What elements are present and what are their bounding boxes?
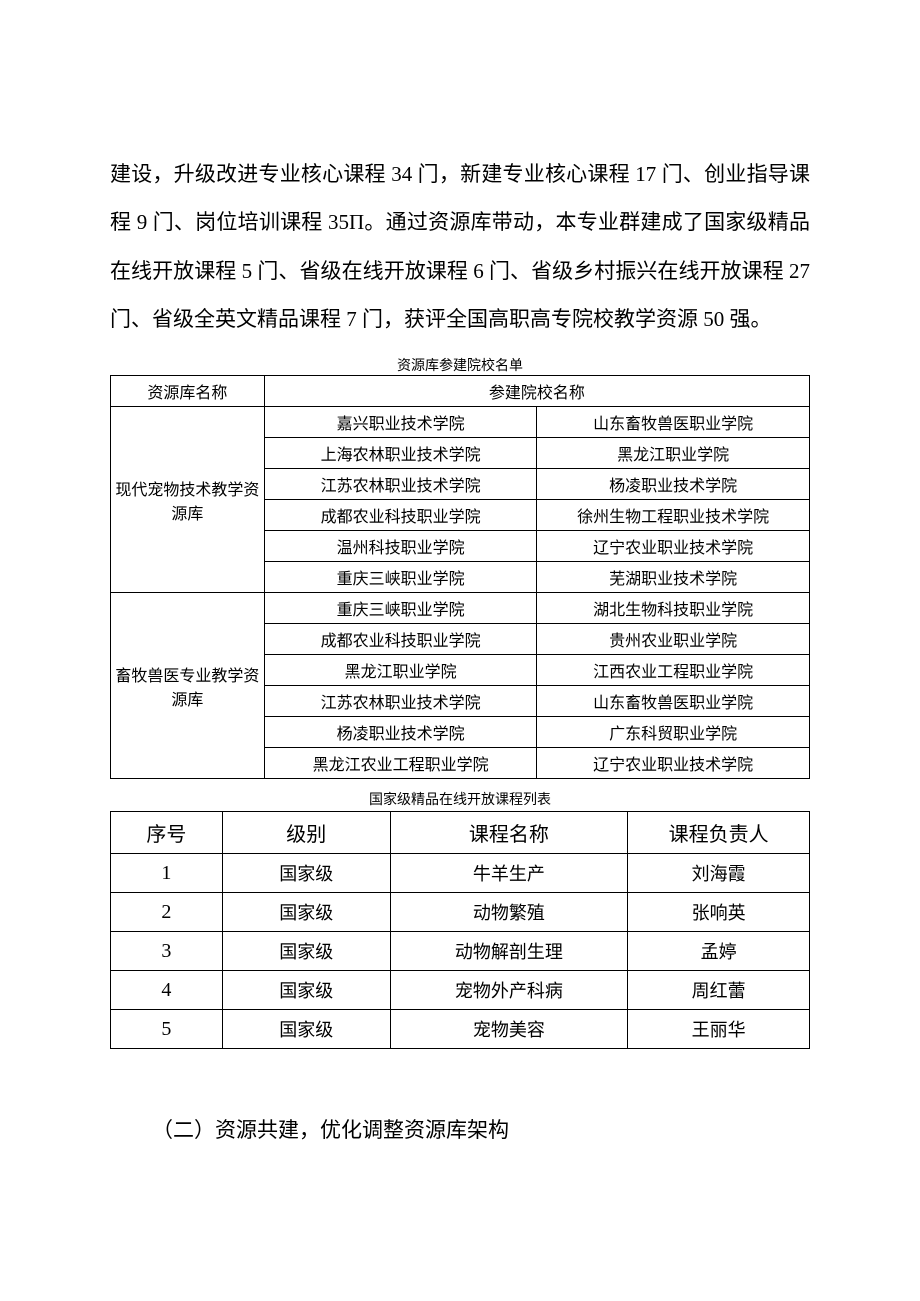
course-cell: 宠物美容 bbox=[390, 1010, 628, 1049]
person-cell: 张响英 bbox=[628, 893, 810, 932]
institution-cell: 辽宁农业职业技术学院 bbox=[537, 748, 810, 779]
person-cell: 刘海霞 bbox=[628, 854, 810, 893]
person-cell: 王丽华 bbox=[628, 1010, 810, 1049]
institution-cell: 重庆三峡职业学院 bbox=[264, 593, 537, 624]
section-heading: （二）资源共建，优化调整资源库架构 bbox=[110, 1109, 810, 1151]
table-row: 3 国家级 动物解剖生理 孟婷 bbox=[111, 932, 810, 971]
seq-cell: 3 bbox=[111, 932, 223, 971]
level-cell: 国家级 bbox=[222, 854, 390, 893]
table-header-row: 资源库名称 参建院校名称 bbox=[111, 376, 810, 407]
institution-cell: 杨凌职业技术学院 bbox=[537, 469, 810, 500]
course-cell: 宠物外产科病 bbox=[390, 971, 628, 1010]
table-row: 2 国家级 动物繁殖 张响英 bbox=[111, 893, 810, 932]
institution-cell: 黑龙江职业学院 bbox=[537, 438, 810, 469]
course-cell: 牛羊生产 bbox=[390, 854, 628, 893]
level-cell: 国家级 bbox=[222, 1010, 390, 1049]
header-seq: 序号 bbox=[111, 812, 223, 854]
table-header-row: 序号 级别 课程名称 课程负责人 bbox=[111, 812, 810, 854]
institution-cell: 成都农业科技职业学院 bbox=[264, 500, 537, 531]
institution-cell: 黑龙江农业工程职业学院 bbox=[264, 748, 537, 779]
table1-caption: 资源库参建院校名单 bbox=[110, 355, 810, 375]
seq-cell: 2 bbox=[111, 893, 223, 932]
institution-cell: 黑龙江职业学院 bbox=[264, 655, 537, 686]
institution-cell: 江苏农林职业技术学院 bbox=[264, 686, 537, 717]
institution-cell: 嘉兴职业技术学院 bbox=[264, 407, 537, 438]
person-cell: 孟婷 bbox=[628, 932, 810, 971]
seq-cell: 5 bbox=[111, 1010, 223, 1049]
institution-cell: 广东科贸职业学院 bbox=[537, 717, 810, 748]
body-paragraph: 建设，升级改进专业核心课程 34 门，新建专业核心课程 17 门、创业指导课程 … bbox=[110, 150, 810, 343]
table-row: 5 国家级 宠物美容 王丽华 bbox=[111, 1010, 810, 1049]
institution-cell: 上海农林职业技术学院 bbox=[264, 438, 537, 469]
institution-cell: 江苏农林职业技术学院 bbox=[264, 469, 537, 500]
resource-group-name: 畜牧兽医专业教学资源库 bbox=[111, 593, 265, 779]
header-institution-name: 参建院校名称 bbox=[264, 376, 809, 407]
header-course-name: 课程名称 bbox=[390, 812, 628, 854]
course-cell: 动物繁殖 bbox=[390, 893, 628, 932]
seq-cell: 1 bbox=[111, 854, 223, 893]
institution-cell: 辽宁农业职业技术学院 bbox=[537, 531, 810, 562]
table-row: 畜牧兽医专业教学资源库 重庆三峡职业学院 湖北生物科技职业学院 bbox=[111, 593, 810, 624]
header-person: 课程负责人 bbox=[628, 812, 810, 854]
table-row: 1 国家级 牛羊生产 刘海霞 bbox=[111, 854, 810, 893]
course-cell: 动物解剖生理 bbox=[390, 932, 628, 971]
header-resource-name: 资源库名称 bbox=[111, 376, 265, 407]
resource-group-name: 现代宠物技术教学资源库 bbox=[111, 407, 265, 593]
national-courses-table: 序号 级别 课程名称 课程负责人 1 国家级 牛羊生产 刘海霞 2 国家级 动物… bbox=[110, 811, 810, 1049]
table-row: 现代宠物技术教学资源库 嘉兴职业技术学院 山东畜牧兽医职业学院 bbox=[111, 407, 810, 438]
institution-cell: 山东畜牧兽医职业学院 bbox=[537, 686, 810, 717]
institution-cell: 成都农业科技职业学院 bbox=[264, 624, 537, 655]
header-level: 级别 bbox=[222, 812, 390, 854]
institution-cell: 山东畜牧兽医职业学院 bbox=[537, 407, 810, 438]
institution-cell: 江西农业工程职业学院 bbox=[537, 655, 810, 686]
table2-caption: 国家级精品在线开放课程列表 bbox=[110, 789, 810, 809]
level-cell: 国家级 bbox=[222, 893, 390, 932]
institution-cell: 温州科技职业学院 bbox=[264, 531, 537, 562]
institution-cell: 芜湖职业技术学院 bbox=[537, 562, 810, 593]
level-cell: 国家级 bbox=[222, 971, 390, 1010]
table-row: 4 国家级 宠物外产科病 周红蕾 bbox=[111, 971, 810, 1010]
seq-cell: 4 bbox=[111, 971, 223, 1010]
institution-cell: 贵州农业职业学院 bbox=[537, 624, 810, 655]
institution-cell: 杨凌职业技术学院 bbox=[264, 717, 537, 748]
level-cell: 国家级 bbox=[222, 932, 390, 971]
institution-cell: 湖北生物科技职业学院 bbox=[537, 593, 810, 624]
institution-cell: 重庆三峡职业学院 bbox=[264, 562, 537, 593]
person-cell: 周红蕾 bbox=[628, 971, 810, 1010]
resource-institutions-table: 资源库名称 参建院校名称 现代宠物技术教学资源库 嘉兴职业技术学院 山东畜牧兽医… bbox=[110, 375, 810, 779]
institution-cell: 徐州生物工程职业技术学院 bbox=[537, 500, 810, 531]
